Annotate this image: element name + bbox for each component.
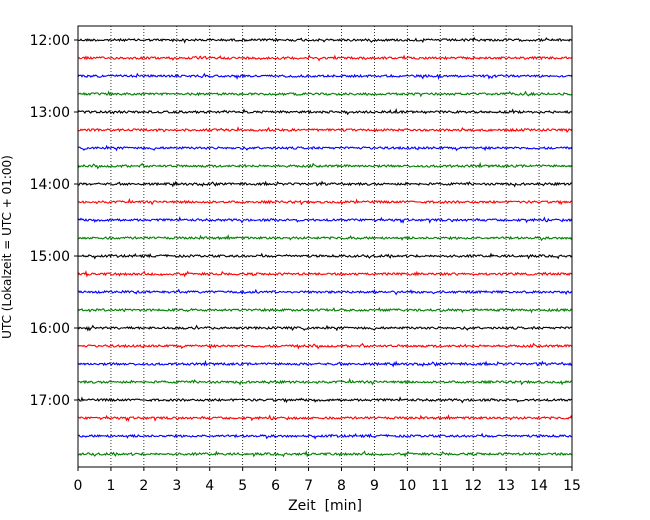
x-tick-label-15: 15 [563, 478, 581, 494]
x-tick-label-3: 3 [172, 478, 181, 494]
x-tick-label-5: 5 [238, 478, 247, 494]
trace-1330 [77, 144, 573, 152]
trace-1630 [77, 359, 573, 368]
trace-1345 [77, 161, 573, 170]
y-axis: 12:00 13:00 14:00 15:00 16:00 17:00 [30, 33, 78, 409]
x-tick-label-11: 11 [431, 478, 449, 494]
y-tick-label-14:00: 14:00 [30, 177, 70, 193]
y-axis-label: UTC (Lokalzeit = UTC + 01:00) [0, 155, 14, 339]
x-tick-label-4: 4 [205, 478, 214, 494]
x-tick-label-13: 13 [497, 478, 515, 494]
trace-1530 [77, 288, 573, 296]
x-tick-label-1: 1 [106, 478, 115, 494]
y-tick-label-17:00: 17:00 [30, 393, 70, 409]
x-tick-label-0: 0 [74, 478, 83, 494]
x-axis-label: Zeit [min] [288, 498, 362, 514]
trace-1500 [77, 252, 573, 260]
x-tick-label-10: 10 [398, 478, 416, 494]
x-tick-label-9: 9 [370, 478, 379, 494]
trace-1515 [77, 270, 573, 278]
trace-1445 [77, 234, 573, 242]
trace-1245 [77, 90, 573, 98]
trace-group [77, 36, 573, 458]
x-tick-label-7: 7 [304, 478, 313, 494]
x-tick-label-6: 6 [271, 478, 280, 494]
trace-1400 [77, 180, 573, 188]
trace-1230 [77, 72, 573, 81]
trace-1715 [77, 414, 573, 422]
y-tick-label-16:00: 16:00 [30, 321, 70, 337]
x-tick-label-8: 8 [337, 478, 346, 494]
trace-1215 [77, 54, 573, 62]
plot-frame [77, 25, 573, 468]
trace-1730 [77, 432, 573, 440]
trace-1600 [77, 324, 573, 332]
x-tick-label-14: 14 [530, 478, 548, 494]
trace-1645 [77, 377, 573, 386]
y-tick-label-12:00: 12:00 [30, 33, 70, 49]
trace-1430 [77, 216, 573, 224]
trace-1745 [77, 450, 573, 458]
trace-1700 [77, 396, 573, 404]
trace-1315 [77, 126, 573, 133]
trace-1415 [77, 197, 573, 206]
trace-1615 [77, 342, 573, 350]
trace-1300 [77, 107, 573, 116]
x-tick-label-2: 2 [139, 478, 148, 494]
y-tick-label-15:00: 15:00 [30, 249, 70, 265]
trace-1545 [77, 306, 573, 314]
y-tick-label-13:00: 13:00 [30, 105, 70, 121]
trace-1200 [77, 36, 573, 44]
x-axis: 0 1 2 3 4 5 6 7 8 9 10 11 12 13 14 15 [74, 467, 581, 494]
x-tick-label-12: 12 [464, 478, 482, 494]
